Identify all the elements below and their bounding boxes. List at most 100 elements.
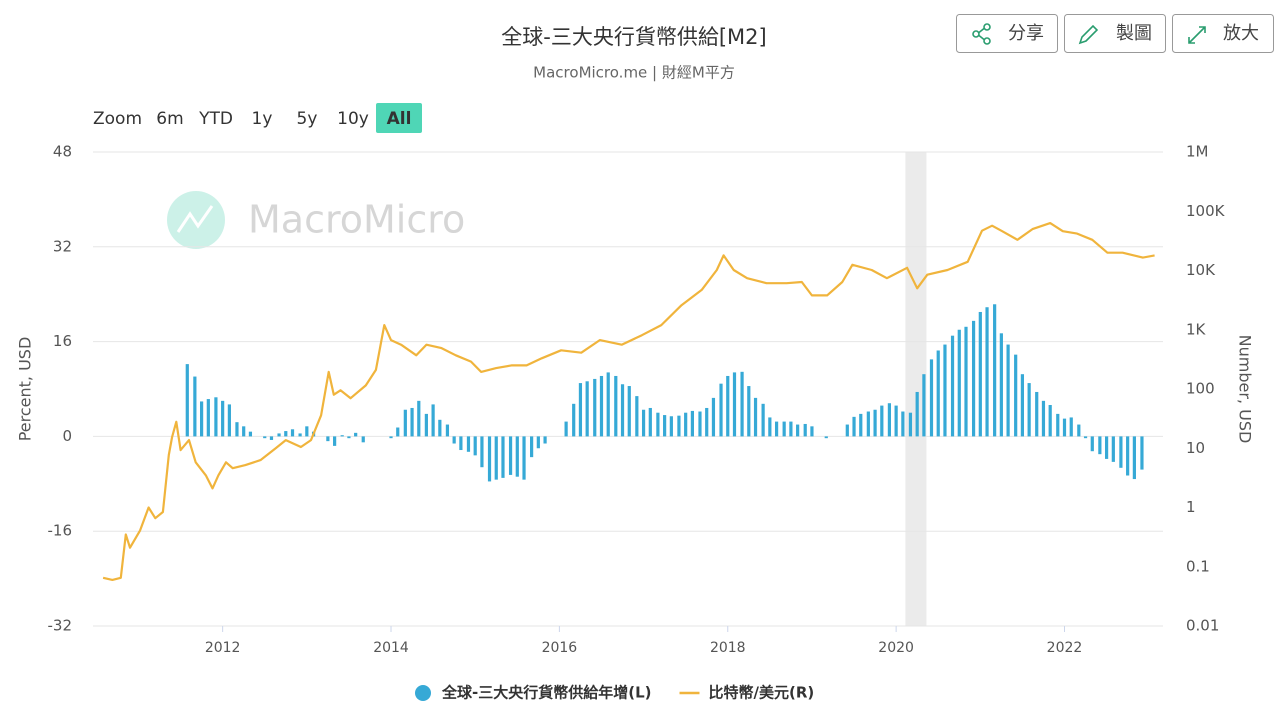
bar (466, 436, 471, 452)
bar (333, 436, 337, 446)
bar (1111, 436, 1115, 462)
y2-tick-label: 1 (1186, 498, 1196, 516)
bar (515, 436, 519, 477)
bar (726, 375, 730, 437)
shaded-band (905, 152, 927, 626)
zoom-button[interactable]: All (376, 103, 422, 133)
bar (522, 436, 526, 480)
bar (894, 405, 898, 437)
bar (620, 384, 625, 437)
bar (705, 407, 709, 437)
bar (585, 381, 589, 437)
bar (487, 436, 492, 482)
bar (971, 320, 976, 437)
bar (1098, 436, 1102, 455)
bar (761, 403, 765, 437)
bar (753, 397, 758, 437)
bar (669, 416, 673, 437)
watermark: MacroMicro (167, 191, 465, 249)
legend-label: 比特幣/美元(R) (709, 684, 815, 702)
bar (796, 424, 800, 437)
bar (908, 412, 913, 437)
bar (543, 436, 547, 444)
y2-tick-label: 100K (1186, 202, 1226, 220)
legend-label: 全球-三大央行貨幣供給年增(L) (441, 684, 652, 702)
bar (1041, 400, 1046, 437)
zoom-button[interactable]: YTD (198, 109, 233, 129)
zoom-option: 6m (156, 109, 183, 129)
zoom-button[interactable]: 6m (156, 109, 183, 129)
bar (1077, 424, 1081, 437)
legend-item[interactable]: 比特幣/美元(R) (679, 684, 815, 702)
y-tick-label: 0 (62, 427, 72, 445)
bar (1126, 436, 1130, 476)
bar (1132, 436, 1136, 480)
zoom-button[interactable]: 10y (337, 109, 369, 129)
bar (305, 426, 309, 437)
bar (361, 436, 365, 443)
bar (445, 424, 450, 437)
y2-tick-label: 1K (1186, 320, 1207, 338)
bar (340, 435, 344, 437)
bar (943, 344, 947, 437)
bar (1014, 354, 1018, 437)
button-frame (1064, 14, 1166, 53)
y2-tick-label: 1M (1186, 143, 1209, 161)
expand-button[interactable]: 放大 (1172, 14, 1274, 53)
bar (396, 427, 400, 437)
chart-subtitle: MacroMicro.me | 財經M平方 (533, 64, 735, 82)
bar (711, 397, 716, 437)
zoom-button[interactable]: 1y (252, 109, 273, 129)
bar (810, 426, 814, 437)
bar (719, 383, 723, 437)
y-tick-label: 48 (53, 143, 72, 161)
bar (193, 376, 197, 437)
bar (866, 411, 870, 437)
x-tick-label: 2014 (373, 640, 409, 656)
bar (431, 404, 435, 437)
bar (606, 372, 610, 437)
legend-item[interactable]: 全球-三大央行貨幣供給年增(L) (415, 684, 652, 702)
bar (641, 409, 646, 437)
bar (480, 436, 484, 468)
bar (269, 436, 274, 440)
bar (206, 399, 210, 437)
bar (1069, 417, 1073, 437)
bar (227, 404, 231, 437)
watermark-logo-line (176, 205, 214, 233)
line (102, 222, 1155, 581)
x-tick-label: 2018 (710, 640, 746, 656)
bar (284, 431, 288, 437)
bar (732, 372, 737, 437)
y2-tick-label: 100 (1186, 380, 1215, 398)
bar (572, 403, 576, 437)
bar (698, 411, 702, 437)
bar (978, 311, 982, 437)
bar (627, 386, 631, 437)
bar (410, 407, 414, 437)
bar (438, 419, 442, 437)
bar (354, 432, 358, 437)
pencil-icon (1078, 24, 1099, 45)
bar (873, 409, 877, 437)
button-frame (956, 14, 1058, 53)
bar (214, 397, 218, 437)
bar (880, 405, 884, 437)
bar (417, 400, 421, 437)
bar (782, 421, 786, 437)
bar (326, 436, 330, 442)
bar (1104, 436, 1109, 459)
legend-marker (415, 685, 431, 701)
zoom-button[interactable]: 5y (297, 109, 318, 129)
y2-axis-title: Number, USD (1236, 335, 1255, 444)
bar (403, 409, 407, 437)
bar (635, 396, 639, 437)
bar (901, 411, 905, 437)
chart-button[interactable]: 製圖 (1064, 14, 1166, 53)
bar (1048, 404, 1052, 437)
bar (950, 335, 955, 437)
x-tick-label: 2020 (878, 640, 914, 656)
y-tick-label: 32 (53, 237, 72, 255)
share-button[interactable]: 分享 (956, 14, 1058, 53)
share-icon (972, 23, 991, 45)
